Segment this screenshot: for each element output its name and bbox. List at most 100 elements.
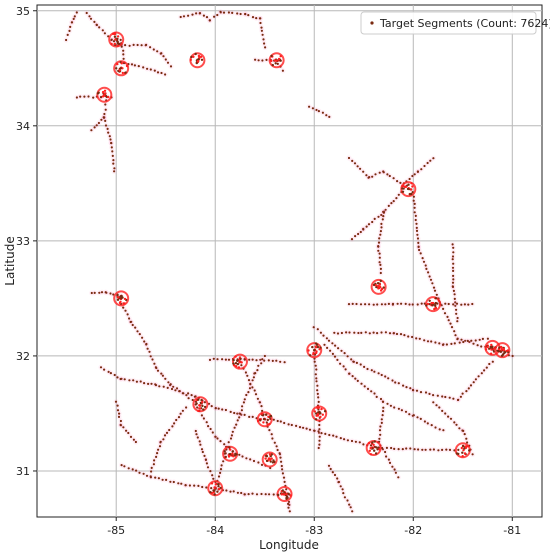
data-point [135, 469, 138, 472]
data-point [456, 338, 459, 341]
data-point [236, 412, 239, 415]
cluster-point [368, 449, 371, 452]
data-point [450, 342, 453, 345]
data-point [434, 341, 437, 344]
data-point [268, 493, 271, 496]
cluster-point [122, 302, 125, 305]
data-point [377, 215, 380, 218]
cluster-point [216, 490, 219, 493]
data-point [403, 334, 406, 337]
cluster-point [262, 421, 265, 424]
data-point [216, 437, 219, 440]
data-point [346, 439, 349, 442]
data-point [140, 44, 143, 47]
data-point [454, 334, 457, 337]
data-point [185, 406, 188, 409]
data-point [191, 398, 194, 402]
data-point [457, 448, 460, 451]
data-point [113, 373, 116, 377]
data-point [116, 404, 119, 407]
data-point [173, 422, 176, 425]
data-point [339, 362, 342, 365]
cluster-point [315, 350, 318, 353]
data-point [151, 358, 154, 361]
data-point [279, 360, 282, 363]
cluster-point [314, 418, 318, 421]
data-point [147, 382, 150, 385]
data-point [122, 426, 125, 429]
data-point [149, 46, 152, 49]
data-point [416, 416, 419, 419]
data-point [408, 303, 411, 306]
data-point [318, 423, 321, 427]
data-point [240, 491, 243, 495]
cluster-point [189, 58, 192, 62]
data-point [108, 135, 111, 138]
cluster-point [103, 89, 107, 93]
data-point [160, 71, 163, 75]
cluster-point [259, 419, 262, 422]
data-point [107, 370, 110, 373]
cluster-point [506, 349, 510, 352]
cluster-point [234, 362, 238, 365]
data-point [260, 463, 264, 466]
data-point [146, 67, 149, 70]
data-point [327, 464, 331, 467]
data-point [468, 340, 471, 344]
data-point [156, 71, 160, 74]
data-point [451, 255, 455, 258]
cluster-point [285, 495, 289, 498]
data-point [136, 330, 139, 333]
cluster-point [213, 489, 216, 492]
cluster-point [504, 351, 507, 354]
data-point [458, 341, 461, 344]
data-point [253, 389, 256, 392]
cluster-ring [108, 31, 125, 48]
data-point [104, 291, 107, 294]
data-point [101, 29, 104, 32]
data-point [239, 12, 242, 16]
cluster-point [231, 450, 235, 453]
data-point [474, 339, 477, 342]
data-point [455, 423, 458, 426]
data-point [379, 433, 382, 436]
data-point [308, 105, 311, 108]
data-point [254, 393, 258, 396]
data-point [444, 395, 447, 399]
data-point [191, 13, 194, 16]
cluster-ring [306, 342, 323, 359]
data-point [149, 68, 152, 71]
data-point [337, 347, 340, 350]
data-point [377, 372, 380, 375]
data-point [68, 29, 71, 32]
x-tick-label: -81 [503, 524, 521, 537]
cluster-point [201, 400, 204, 404]
data-point [476, 344, 479, 347]
data-point [413, 211, 416, 214]
cluster-point [279, 55, 282, 58]
data-point [175, 387, 179, 390]
cluster-point [262, 417, 266, 421]
data-point [485, 366, 488, 369]
data-point [205, 486, 208, 489]
cluster-point [315, 412, 318, 415]
data-point [221, 408, 224, 411]
data-point [433, 289, 437, 292]
data-point [455, 308, 458, 311]
cluster-point [319, 415, 322, 419]
cluster-point [379, 279, 382, 283]
data-point [111, 150, 114, 153]
data-point [375, 395, 378, 398]
data-point [429, 159, 432, 162]
data-point [451, 281, 455, 284]
data-point [373, 370, 376, 373]
data-point [200, 448, 204, 451]
cluster-point [103, 94, 106, 97]
cluster-point [229, 448, 232, 451]
data-point [432, 448, 435, 451]
data-point [280, 460, 283, 463]
data-point [452, 303, 455, 306]
data-point [245, 393, 248, 397]
data-point [268, 429, 271, 432]
data-point [255, 17, 258, 20]
